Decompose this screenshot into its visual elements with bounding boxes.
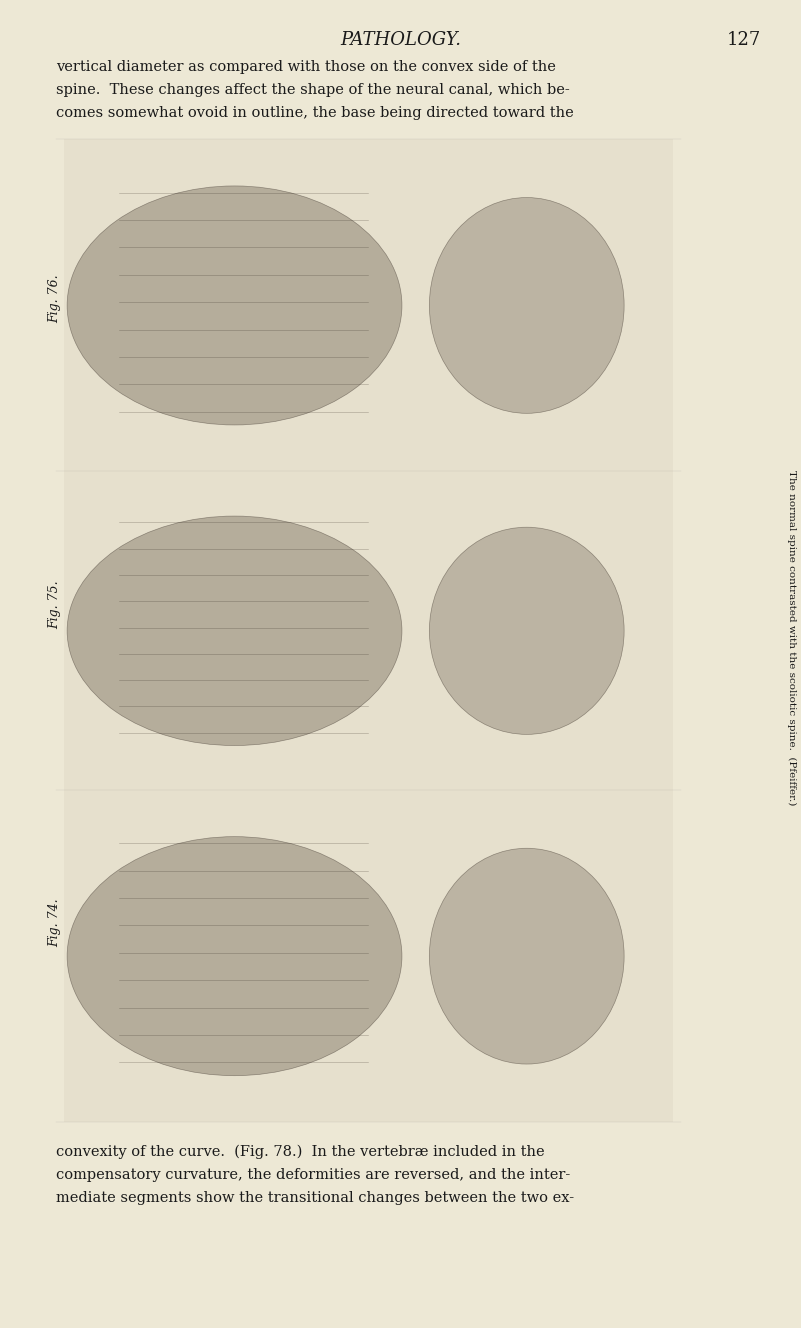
- Ellipse shape: [67, 517, 402, 745]
- Text: spine.  These changes affect the shape of the neural canal, which be-: spine. These changes affect the shape of…: [56, 82, 570, 97]
- Ellipse shape: [67, 837, 402, 1076]
- Text: Fig. 75.: Fig. 75.: [48, 580, 61, 628]
- Bar: [64, 139, 673, 471]
- Bar: [64, 790, 673, 1122]
- Text: mediate segments show the transitional changes between the two ex-: mediate segments show the transitional c…: [56, 1191, 574, 1206]
- Ellipse shape: [429, 849, 624, 1064]
- Text: Fig. 74.: Fig. 74.: [48, 899, 61, 947]
- Ellipse shape: [67, 186, 402, 425]
- Text: 127: 127: [727, 31, 761, 49]
- Text: Fig. 76.: Fig. 76.: [48, 275, 61, 323]
- Text: PATHOLOGY.: PATHOLOGY.: [340, 31, 461, 49]
- Text: The normal spine contrasted with the scoliotic spine.  (Pfeiffer.): The normal spine contrasted with the sco…: [787, 470, 796, 805]
- Ellipse shape: [429, 198, 624, 413]
- Bar: [64, 471, 673, 790]
- Text: vertical diameter as compared with those on the convex side of the: vertical diameter as compared with those…: [56, 60, 556, 74]
- Text: comes somewhat ovoid in outline, the base being directed toward the: comes somewhat ovoid in outline, the bas…: [56, 106, 574, 121]
- Text: compensatory curvature, the deformities are reversed, and the inter-: compensatory curvature, the deformities …: [56, 1169, 570, 1182]
- Ellipse shape: [429, 527, 624, 734]
- Text: convexity of the curve.  (Fig. 78.)  In the vertebræ included in the: convexity of the curve. (Fig. 78.) In th…: [56, 1145, 545, 1159]
